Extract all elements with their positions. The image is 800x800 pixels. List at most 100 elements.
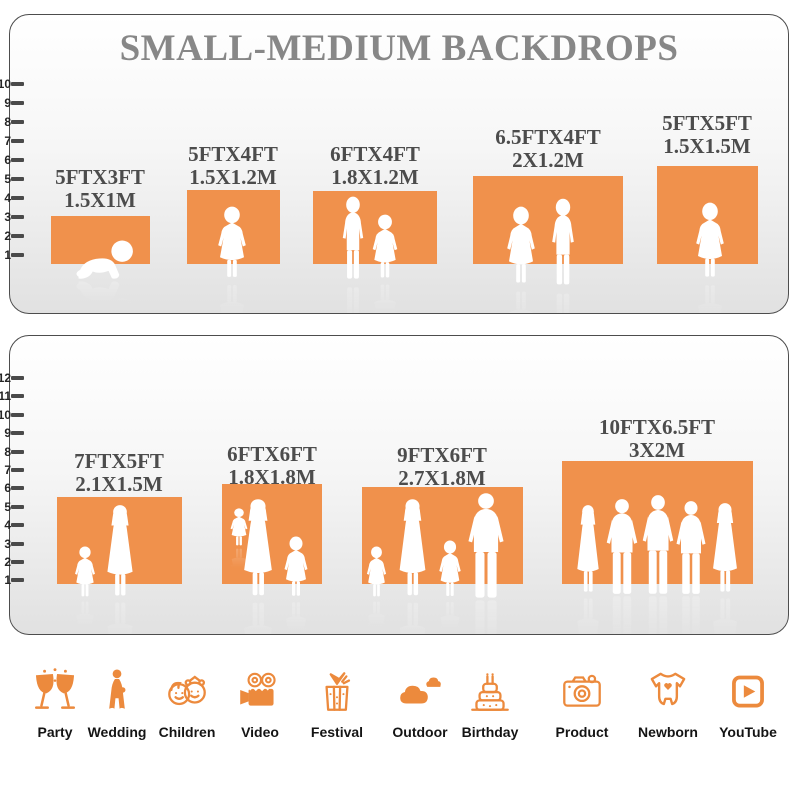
ruler-tick — [11, 177, 24, 181]
silhouette-baby-reflection — [70, 279, 138, 314]
ruler-mark-label: 5 — [4, 500, 11, 514]
backdrop-rect-5x3 — [51, 216, 150, 264]
ruler-mark-label: 4 — [4, 518, 11, 532]
silhouette-child-reflection — [364, 598, 389, 635]
size-feet: 9FTX6FT — [397, 443, 487, 467]
ruler-tick — [11, 101, 24, 105]
silhouette-woman — [100, 504, 140, 600]
size-meters: 1.8X1.8M — [228, 465, 316, 489]
category-wedding: Wedding — [79, 666, 155, 740]
ruler-mark-label: 6 — [4, 153, 11, 167]
ruler-tick — [11, 253, 24, 257]
category-label: Party — [37, 724, 73, 740]
backdrop-rect-6.5x4 — [473, 176, 623, 264]
silhouette-boy-reflection — [545, 288, 581, 314]
category-label: Product — [555, 724, 609, 740]
size-feet: 6FTX4FT — [330, 142, 420, 166]
ruler-tick — [11, 523, 24, 527]
size-feet: 10FTX6.5FT — [598, 415, 716, 439]
photo-camera-icon — [563, 674, 601, 707]
ruler-tick — [11, 196, 24, 200]
silhouette-girl — [503, 206, 539, 288]
ruler-tick — [11, 139, 24, 143]
category-party: Party — [17, 666, 93, 740]
silhouette-boy-reflection — [336, 282, 370, 314]
backdrop-rect-6x4 — [313, 191, 437, 264]
size-meters: 1.5X1.5M — [663, 134, 751, 158]
ruler-mark-label: 2 — [4, 229, 11, 243]
silhouette-child — [436, 540, 464, 600]
ruler-tick — [11, 578, 24, 582]
category-video: Video — [222, 666, 298, 740]
party-glasses-icon — [35, 668, 75, 709]
backdrop-size-label: 5FTX5FT 1.5X1.5M — [627, 112, 787, 158]
backdrop-size-label: 10FTX6.5FT 3X2M — [567, 416, 747, 462]
birthday-cake-icon — [471, 673, 509, 711]
category-children: Children — [149, 666, 225, 740]
silhouette-woman — [392, 498, 433, 600]
ruler-mark-label: 8 — [4, 115, 11, 129]
size-meters: 2X1.2M — [512, 148, 584, 172]
silhouette-child-reflection — [72, 598, 98, 635]
ruler-tick — [11, 82, 24, 86]
backdrop-size-label: 5FTX4FT 1.5X1.2M — [153, 143, 313, 189]
ruler-tick — [11, 394, 24, 398]
ruler-mark-label: 7 — [4, 463, 11, 477]
silhouette-girl-reflection — [503, 286, 539, 314]
ruler-mark-label: 3 — [4, 210, 11, 224]
ruler-tick — [11, 158, 24, 162]
silhouette-man-reflection — [672, 594, 710, 635]
ruler-mark-label: 1 — [4, 573, 11, 587]
ruler-tick — [11, 431, 24, 435]
silhouette-baby-held — [228, 508, 250, 548]
ruler-mark-label: 1 — [4, 248, 11, 262]
ruler-tick — [11, 215, 24, 219]
silhouette-man — [672, 500, 710, 596]
silhouette-girl — [281, 536, 311, 600]
size-meters: 2.7X1.8M — [398, 466, 486, 490]
silhouette-man-reflection — [463, 598, 509, 635]
children-faces-icon — [168, 675, 206, 706]
silhouette-boy — [336, 196, 370, 284]
panel-medium-large: 7FTX5FT 2.1X1.5M 6FTX6FT 1.8X1.8M 9FTX6F… — [9, 335, 789, 635]
ruler-mark-label: 12 — [0, 371, 11, 385]
bride-icon — [109, 669, 126, 709]
silhouette-man-reflection — [602, 594, 642, 635]
ruler-mark-label: 6 — [4, 481, 11, 495]
size-feet: 6.5FTX4FT — [495, 125, 601, 149]
ruler-mark-label: 5 — [4, 172, 11, 186]
ruler-mark-label: 3 — [4, 537, 11, 551]
silhouette-man — [463, 492, 509, 600]
ruler-tick — [11, 450, 24, 454]
backdrop-size-label: 6FTX6FT 1.8X1.8M — [192, 443, 352, 489]
silhouette-boy — [545, 198, 581, 290]
size-feet: 5FTX4FT — [188, 142, 278, 166]
category-label: Outdoor — [392, 724, 448, 740]
size-meters: 1.8X1.2M — [331, 165, 419, 189]
ruler-mark-label: 10 — [0, 77, 11, 91]
backdrop-size-label: 5FTX3FT 1.5X1M — [20, 166, 180, 212]
category-label: Festival — [310, 724, 364, 740]
size-feet: 5FTX3FT — [55, 165, 145, 189]
category-youtube: YouTube — [710, 666, 786, 740]
size-meters: 2.1X1.5M — [75, 472, 163, 496]
backdrop-size-label: 6.5FTX4FT 2X1.2M — [468, 126, 628, 172]
silhouette-woman-reflection — [706, 594, 744, 635]
silhouette-girl — [214, 206, 250, 282]
ruler-mark-label: 9 — [4, 96, 11, 110]
category-outdoor: Outdoor — [382, 666, 458, 740]
category-label: Wedding — [87, 724, 147, 740]
silhouette-woman — [706, 502, 744, 596]
silhouette-child — [72, 546, 98, 600]
size-meters: 1.5X1M — [64, 188, 136, 212]
ruler-mark-label: 7 — [4, 134, 11, 148]
ruler-tick — [11, 120, 24, 124]
gift-box-icon — [325, 672, 351, 711]
silhouette-woman-reflection — [100, 598, 140, 635]
silhouette-baby — [70, 236, 138, 281]
category-newborn: Newborn — [630, 666, 706, 740]
size-meters: 3X2M — [629, 438, 685, 462]
ruler-tick — [11, 542, 24, 546]
silhouette-woman-reflection — [236, 598, 280, 635]
silhouette-girl — [692, 202, 728, 282]
